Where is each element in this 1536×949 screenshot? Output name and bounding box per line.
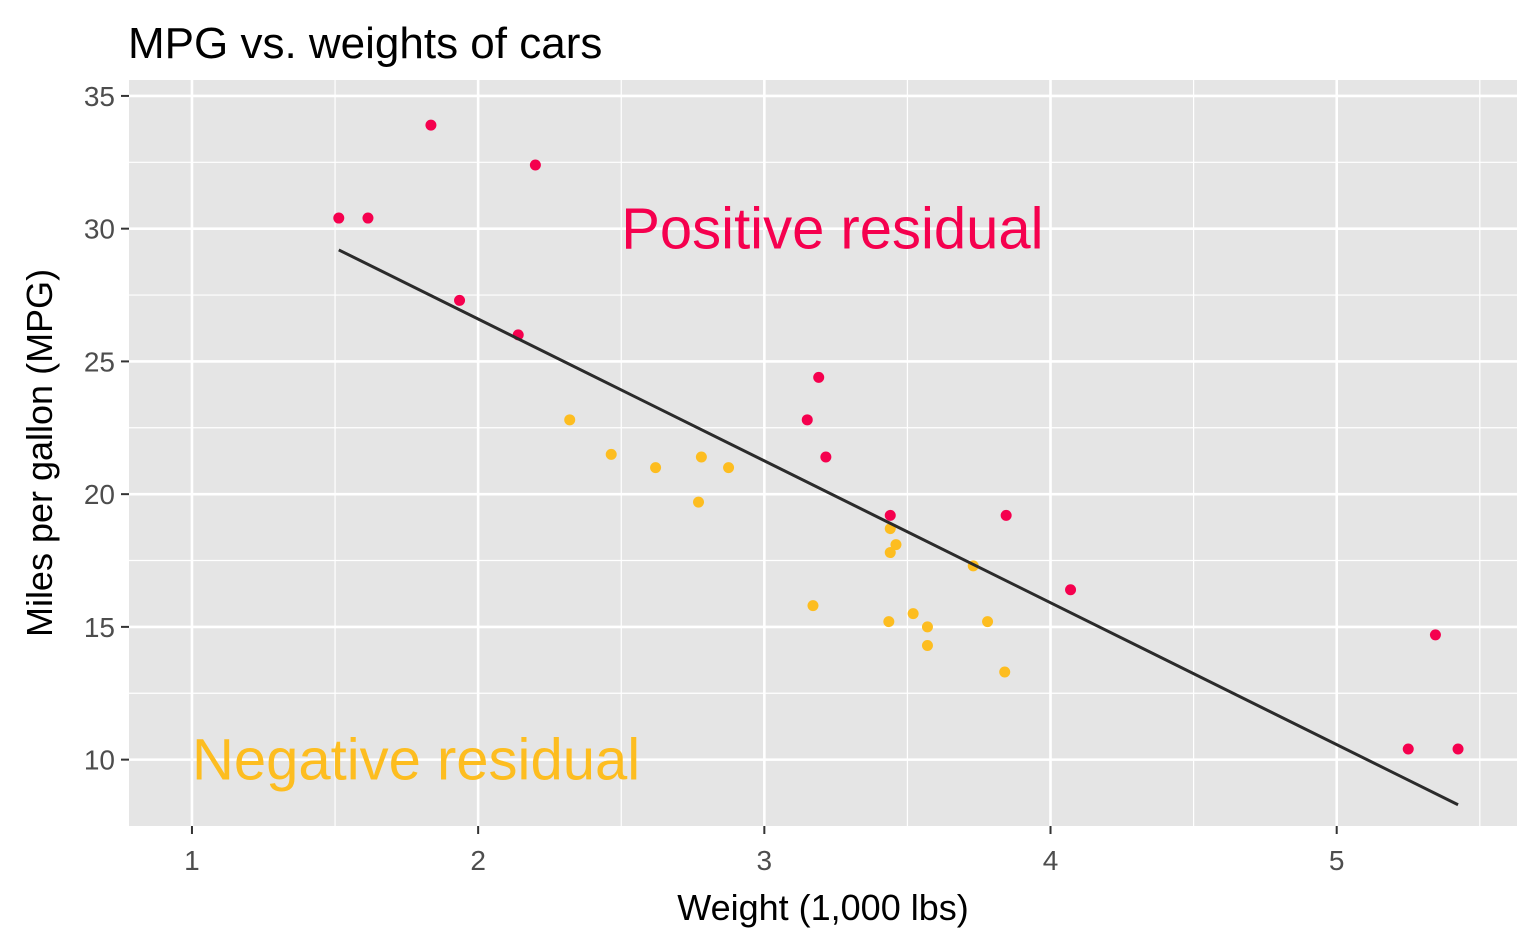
positive-residual-point — [1429, 629, 1441, 641]
positive-residual-point — [801, 414, 813, 426]
positive-residual-point — [813, 371, 825, 383]
y-tick-label: 15 — [84, 612, 115, 643]
x-tick-label: 1 — [184, 845, 200, 876]
positive-residual-point — [1402, 743, 1414, 755]
negative-residual-point — [723, 462, 735, 474]
y-tick-label: 20 — [84, 479, 115, 510]
positive-residual-point — [454, 294, 466, 306]
chart-title: MPG vs. weights of cars — [128, 19, 602, 68]
negative-residual-point — [650, 462, 662, 474]
y-tick-label: 30 — [84, 214, 115, 245]
x-axis: 1 2 3 4 5 — [184, 826, 1344, 876]
y-tick-label: 35 — [84, 81, 115, 112]
positive-residual-point — [362, 212, 374, 224]
negative-residual-point — [999, 666, 1011, 678]
positive-residual-point — [1065, 584, 1077, 596]
y-tick-label: 10 — [84, 745, 115, 776]
positive-residual-point — [529, 159, 541, 171]
negative-residual-point — [890, 539, 902, 551]
positive-residual-point — [1452, 743, 1464, 755]
x-axis-title: Weight (1,000 lbs) — [677, 887, 968, 928]
negative-residual-point — [564, 414, 576, 426]
positive-residual-point — [884, 509, 896, 521]
negative-residual-point — [921, 621, 933, 633]
negative-residual-point — [921, 639, 933, 651]
negative-residual-point — [807, 600, 819, 612]
negative-residual-point — [907, 608, 919, 620]
negative-residual-point — [883, 616, 895, 628]
x-tick-label: 2 — [470, 845, 486, 876]
negative-residual-point — [982, 616, 994, 628]
negative-residual-point — [693, 496, 705, 508]
major-gridlines — [129, 80, 1517, 826]
minor-gridlines — [129, 80, 1517, 826]
negative-residual-point — [605, 448, 617, 460]
positive-residual-point — [333, 212, 345, 224]
annotations: Positive residual Negative residual — [192, 197, 1044, 793]
negative-residual-point — [884, 547, 896, 559]
positive-residual-point — [425, 119, 437, 131]
positive-residual-point — [1000, 509, 1012, 521]
x-tick-label: 5 — [1329, 845, 1345, 876]
y-axis: 10 15 20 25 30 35 — [84, 81, 129, 776]
data-points — [333, 119, 1464, 755]
x-tick-label: 4 — [1043, 845, 1059, 876]
positive-residual-point — [820, 451, 832, 463]
negative-residual-point — [695, 451, 707, 463]
annotation-label: Negative residual — [192, 728, 640, 793]
annotation-label: Positive residual — [621, 197, 1043, 262]
y-tick-label: 25 — [84, 346, 115, 377]
regression-line — [338, 248, 1459, 807]
y-axis-title: Miles per gallon (MPG) — [19, 269, 60, 637]
x-tick-label: 3 — [757, 845, 773, 876]
